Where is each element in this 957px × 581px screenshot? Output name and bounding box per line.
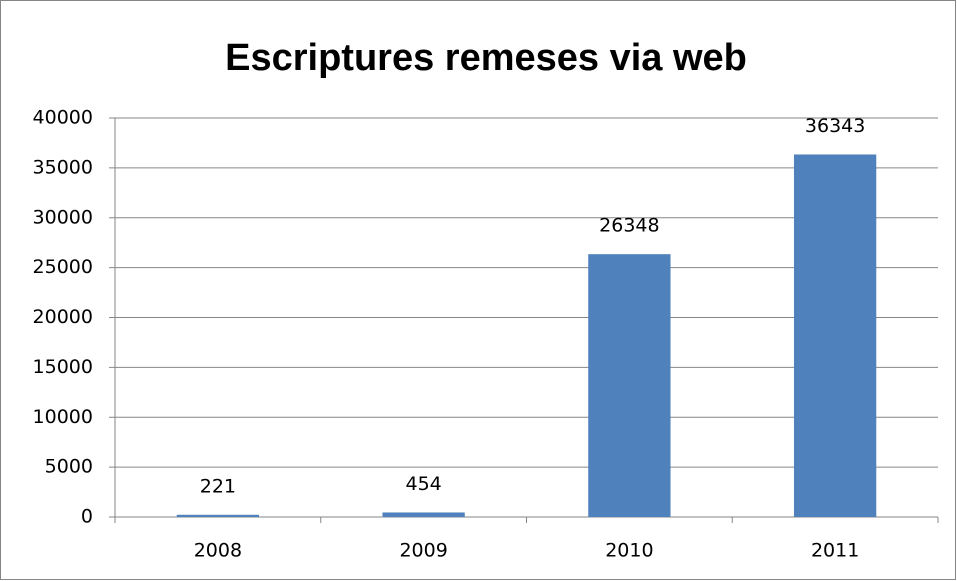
bar <box>793 154 877 517</box>
y-tick-label: 15000 <box>33 356 93 378</box>
y-tick-label: 30000 <box>33 206 93 228</box>
y-tick-label: 10000 <box>33 406 93 428</box>
y-tick-label: 40000 <box>33 107 93 129</box>
x-tick-label: 2008 <box>194 540 242 562</box>
data-label: 221 <box>200 475 236 497</box>
data-label: 36343 <box>805 115 865 137</box>
bar <box>176 514 260 517</box>
data-label: 454 <box>405 473 441 495</box>
x-tick-label: 2010 <box>605 540 653 562</box>
data-label: 26348 <box>599 215 659 237</box>
y-tick-label: 35000 <box>33 156 93 178</box>
y-tick-label: 20000 <box>33 306 93 328</box>
x-tick-label: 2009 <box>399 540 447 562</box>
y-tick-label: 5000 <box>45 456 93 478</box>
y-tick-label: 0 <box>81 506 93 528</box>
y-tick-label: 25000 <box>33 256 93 278</box>
bar <box>382 512 465 517</box>
chart-title: Escriptures remeses via web <box>225 37 747 79</box>
bar <box>588 254 671 517</box>
x-tick-label: 2011 <box>811 540 859 562</box>
